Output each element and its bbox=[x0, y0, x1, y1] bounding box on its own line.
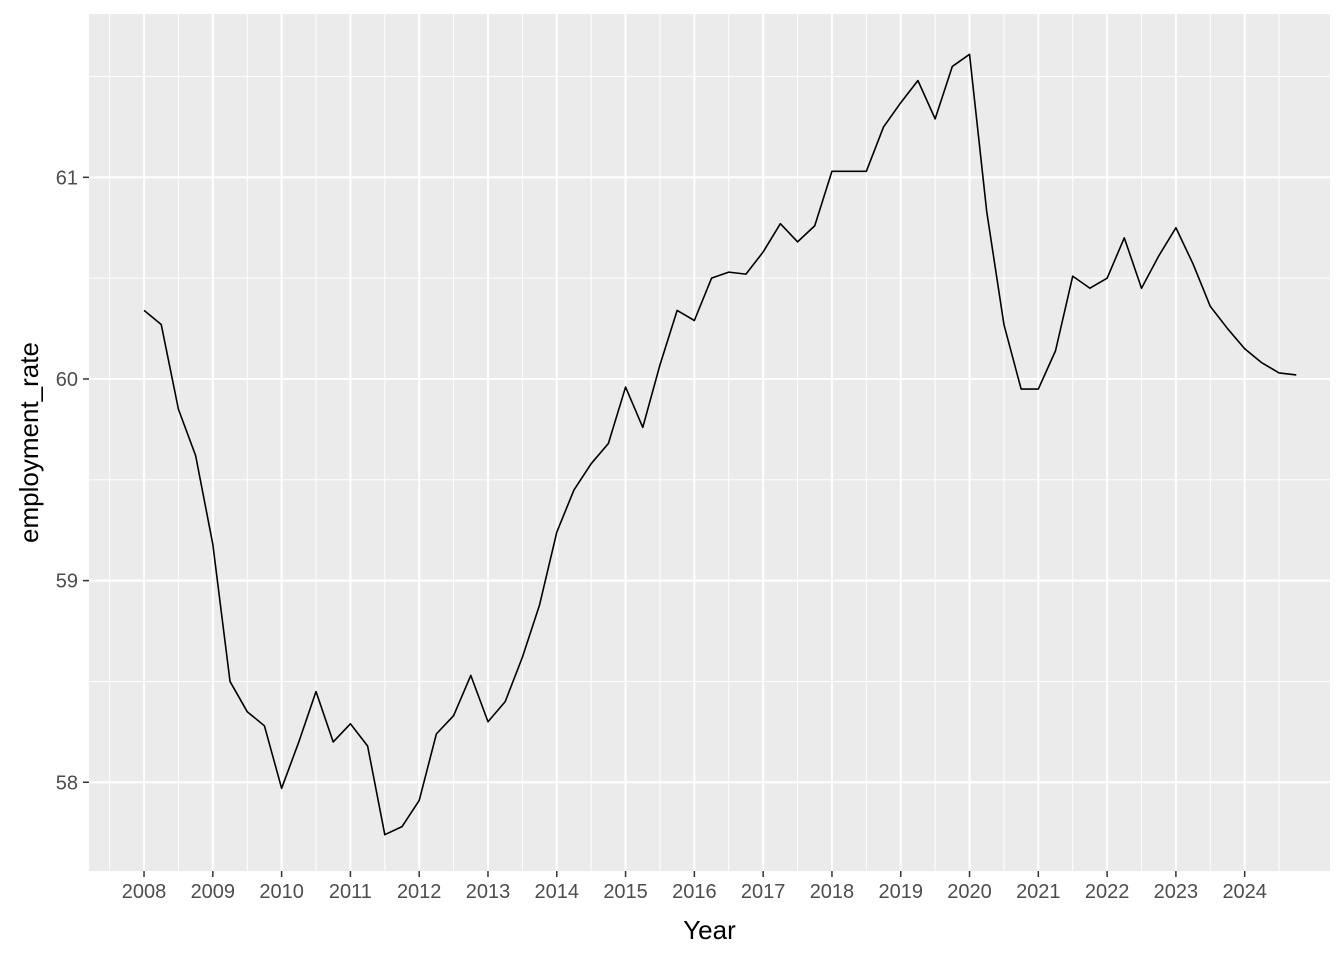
x-tick-label: 2013 bbox=[466, 881, 511, 903]
y-tick-label: 61 bbox=[56, 167, 78, 189]
x-tick-label: 2010 bbox=[259, 881, 304, 903]
x-tick-label: 2023 bbox=[1154, 881, 1199, 903]
x-tick-label: 2009 bbox=[191, 881, 236, 903]
y-tick-label: 58 bbox=[56, 772, 78, 794]
x-axis-ticks: 2008 2009 2010 2011 2012 2013 2014 2015 2016 2017… bbox=[122, 871, 1267, 903]
y-axis-ticks: 58 59 60 61 bbox=[56, 167, 89, 794]
x-tick-label: 2019 bbox=[878, 881, 923, 903]
x-tick-label: 2015 bbox=[603, 881, 648, 903]
x-tick-label: 2017 bbox=[741, 881, 786, 903]
major-gridlines bbox=[89, 14, 1330, 871]
x-tick-label: 2012 bbox=[397, 881, 442, 903]
y-tick-label: 59 bbox=[56, 571, 78, 593]
series-line-employment-rate bbox=[143, 53, 1297, 836]
x-tick-label: 2024 bbox=[1222, 881, 1267, 903]
x-tick-label: 2020 bbox=[947, 881, 992, 903]
y-axis-title: employment_rate bbox=[14, 342, 44, 543]
x-tick-label: 2021 bbox=[1016, 881, 1061, 903]
x-tick-label: 2016 bbox=[672, 881, 717, 903]
x-tick-label: 2022 bbox=[1085, 881, 1130, 903]
x-tick-label: 2008 bbox=[122, 881, 167, 903]
x-axis-title: Year bbox=[683, 915, 736, 945]
y-tick-label: 60 bbox=[56, 369, 78, 391]
x-tick-label: 2018 bbox=[810, 881, 855, 903]
minor-gridlines bbox=[89, 14, 1330, 871]
x-tick-label: 2014 bbox=[535, 881, 580, 903]
x-tick-label: 2011 bbox=[329, 881, 372, 903]
plot-panel bbox=[89, 14, 1330, 871]
